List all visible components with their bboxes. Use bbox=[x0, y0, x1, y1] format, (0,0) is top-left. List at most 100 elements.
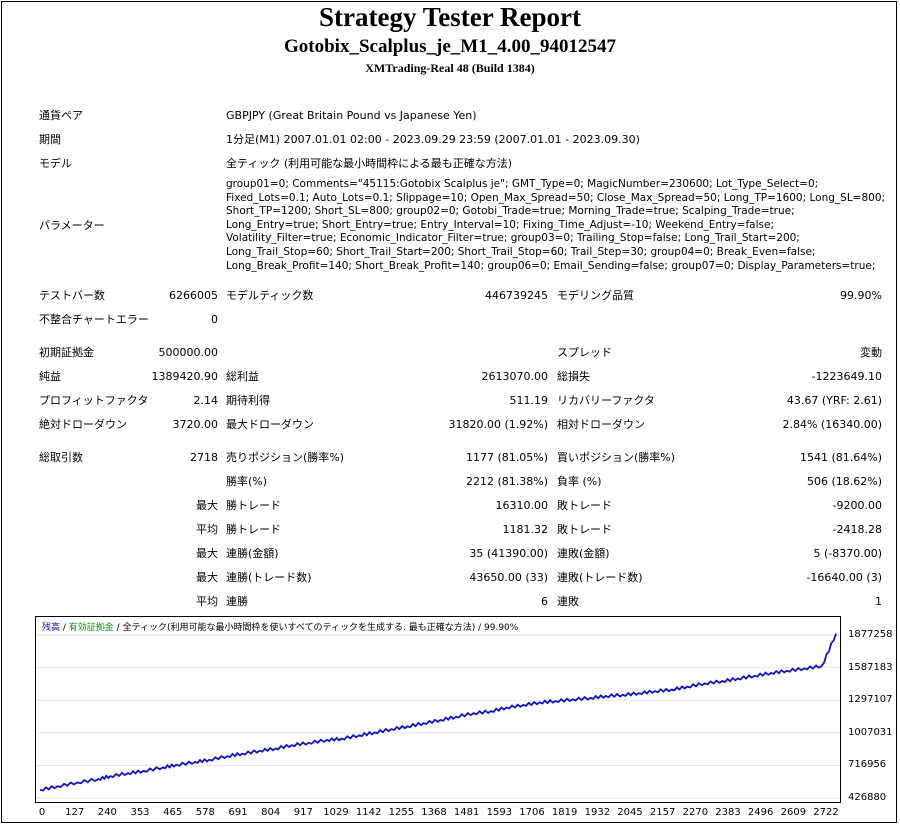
legend-equity: 有効証拠金 bbox=[68, 623, 114, 633]
x-tick-label: 2270 bbox=[682, 807, 709, 818]
consec-profit-value: 43650.00 (33) bbox=[469, 571, 548, 584]
winrate-label: 勝率(%) bbox=[226, 475, 268, 488]
x-tick-label: 2496 bbox=[747, 807, 774, 818]
lossrate-label: 負率 (%) bbox=[557, 475, 602, 488]
spread-label: スプレッド bbox=[557, 346, 612, 359]
avg-loss-value: -2418.28 bbox=[832, 523, 882, 536]
grossprofit-value: 2613070.00 bbox=[481, 370, 548, 383]
balance-series-line bbox=[39, 633, 837, 792]
symbol-label: 通貨ペア bbox=[39, 109, 83, 122]
long-value: 1541 (81.64%) bbox=[799, 451, 882, 464]
deposit-value: 500000.00 bbox=[158, 346, 219, 359]
recovery-label: リカバリーファクタ bbox=[557, 394, 655, 407]
report-title: Strategy Tester Report bbox=[319, 2, 581, 32]
recovery-value: 43.67 (YRF: 2.61) bbox=[786, 394, 882, 407]
grossprofit-label: 総利益 bbox=[226, 370, 259, 383]
y-tick-label: 716956 bbox=[848, 759, 887, 771]
largest-win-value: 16310.00 bbox=[495, 499, 549, 512]
x-tick-label: 1706 bbox=[519, 807, 545, 818]
x-tick-label: 465 bbox=[163, 807, 183, 818]
avg-win-label: 勝トレード bbox=[226, 523, 281, 536]
x-tick-label: 917 bbox=[293, 807, 313, 818]
max-consec-count-label: 最大 bbox=[196, 571, 218, 584]
report-subtitle: Gotobix_Scalplus_je_M1_4.00_94012547 bbox=[284, 36, 616, 57]
absdd-label: 絶対ドローダウン bbox=[39, 418, 127, 431]
model-value: 全ティック (利用可能な最小時間枠による最も正確な方法) bbox=[226, 157, 513, 170]
period-label: 期間 bbox=[39, 133, 61, 146]
mismatch-label: 不整合チャートエラー bbox=[39, 313, 149, 326]
params-value: group01=0; Comments="45115:Gotobix Scalp… bbox=[226, 178, 886, 272]
pf-value: 2.14 bbox=[193, 394, 219, 407]
chart-svg bbox=[36, 633, 840, 799]
legend-sep-2: / bbox=[113, 623, 123, 633]
consec-losses-amount-value: 5 (-8370.00) bbox=[813, 547, 882, 560]
x-tick-label: 353 bbox=[130, 807, 150, 818]
reldd-label: 相対ドローダウン bbox=[557, 418, 645, 431]
x-tick-label: 1142 bbox=[355, 807, 382, 818]
x-tick-label: 1029 bbox=[323, 807, 349, 818]
grossloss-label: 総損失 bbox=[557, 370, 590, 383]
model-label: モデル bbox=[39, 157, 72, 170]
deposit-label: 初期証拠金 bbox=[39, 346, 94, 359]
x-tick-label: 2383 bbox=[715, 807, 741, 818]
x-tick-label: 1368 bbox=[421, 807, 447, 818]
pf-label: プロフィットファクタ bbox=[39, 394, 149, 407]
legend-sep-1: / bbox=[60, 623, 69, 633]
x-tick-label: 2157 bbox=[649, 807, 676, 818]
symbol-value: GBPJPY (Great Britain Pound vs Japanese … bbox=[226, 109, 477, 122]
legend-quality: / 99.90% bbox=[475, 623, 519, 633]
period-value: 1分足(M1) 2007.01.01 02:00 - 2023.09.29 23… bbox=[226, 133, 640, 146]
spread-value: 変動 bbox=[860, 346, 882, 359]
grossloss-value: -1223649.10 bbox=[811, 370, 882, 383]
avg-consec-wins-label: 連勝 bbox=[226, 595, 248, 608]
trades-value: 2718 bbox=[190, 451, 218, 464]
x-tick-label: 2609 bbox=[780, 807, 807, 818]
lossrate-value: 506 (18.62%) bbox=[806, 475, 882, 488]
largest-label: 最大 bbox=[196, 499, 218, 512]
quality-value: 99.90% bbox=[840, 289, 882, 302]
legend-balance: 残高 bbox=[42, 623, 61, 633]
expected-label: 期待利得 bbox=[226, 394, 270, 407]
avg-consec-label: 平均 bbox=[196, 595, 218, 608]
x-tick-label: 1255 bbox=[388, 807, 415, 818]
chart-legend: 残高 / 有効証拠金 / 全ティック(利用可能な最小時間枠を使いすべてのティック… bbox=[42, 620, 518, 633]
netprofit-label: 純益 bbox=[39, 370, 61, 383]
reldd-value: 2.84% (16340.00) bbox=[782, 418, 882, 431]
y-tick-label: 1587183 bbox=[848, 661, 893, 673]
y-tick-label: 1877258 bbox=[848, 629, 893, 640]
expected-value: 511.19 bbox=[509, 394, 549, 407]
y-tick-label: 1297107 bbox=[848, 694, 893, 706]
avg-consec-losses-label: 連敗 bbox=[557, 595, 579, 608]
maxdd-label: 最大ドローダウン bbox=[226, 418, 314, 431]
chart-plot-area: 残高 / 有効証拠金 / 全ティック(利用可能な最小時間枠を使いすべてのティック… bbox=[35, 616, 841, 803]
largest-loss-value: -9200.00 bbox=[832, 499, 882, 512]
consec-loss-label: 連敗(トレード数) bbox=[557, 571, 643, 584]
x-tick-label: 691 bbox=[228, 807, 248, 818]
consec-wins-amount-label: 連勝(金額) bbox=[226, 547, 279, 560]
ticks-label: モデルティック数 bbox=[226, 289, 314, 302]
x-tick-label: 1819 bbox=[551, 807, 578, 818]
consec-profit-label: 連勝(トレード数) bbox=[226, 571, 312, 584]
x-tick-label: 578 bbox=[195, 807, 215, 818]
trades-label: 総取引数 bbox=[39, 451, 83, 464]
x-tick-label: 2722 bbox=[813, 807, 839, 818]
average-label: 平均 bbox=[196, 523, 218, 536]
absdd-value: 3720.00 bbox=[172, 418, 219, 431]
x-tick-label: 0 bbox=[38, 807, 46, 818]
maxdd-value: 31820.00 (1.92%) bbox=[448, 418, 548, 431]
avg-loss-label: 敗トレード bbox=[557, 523, 612, 536]
x-tick-label: 240 bbox=[97, 807, 117, 818]
avg-win-value: 1181.32 bbox=[502, 523, 549, 536]
x-tick-label: 1481 bbox=[453, 807, 480, 818]
x-tick-label: 127 bbox=[65, 807, 85, 818]
max-consec-label: 最大 bbox=[196, 547, 218, 560]
legend-model: 全ティック(利用可能な最小時間枠を使いすべてのティックを生成する. 最も正確な方… bbox=[122, 623, 476, 633]
quality-label: モデリング品質 bbox=[557, 289, 634, 302]
mismatch-value: 0 bbox=[211, 313, 218, 326]
params-label: パラメーター bbox=[39, 219, 105, 232]
short-value: 1177 (81.05%) bbox=[465, 451, 548, 464]
y-tick-label: 426880 bbox=[848, 792, 887, 803]
consec-wins-amount-value: 35 (41390.00) bbox=[469, 547, 548, 560]
x-tick-label: 804 bbox=[261, 807, 281, 818]
